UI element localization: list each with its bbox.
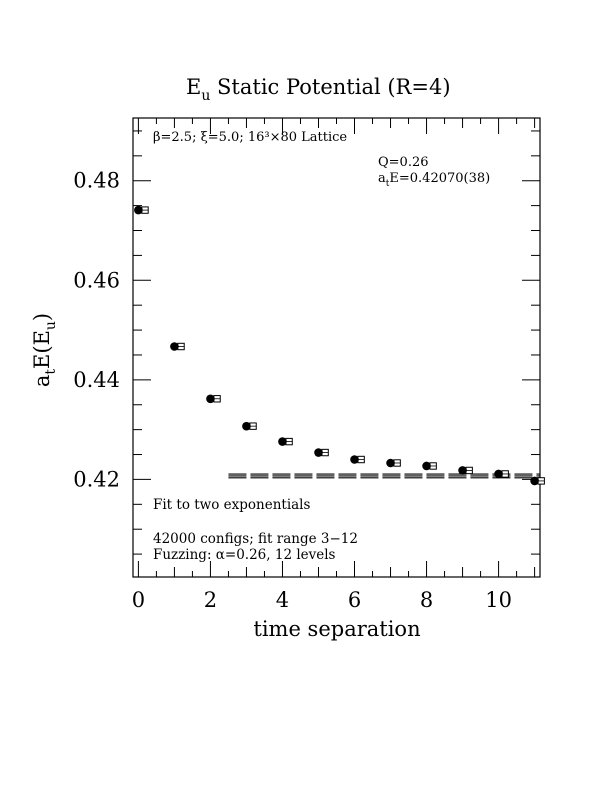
- x-tick-label: 0: [132, 588, 145, 612]
- y-tick-label: 0.46: [73, 268, 120, 292]
- title-rest: Static Potential (R=4): [210, 75, 450, 99]
- ylabel-close: ): [30, 313, 54, 321]
- configs-annotation: 42000 configs; fit range 3−12: [153, 531, 358, 547]
- x-tick-label: 10: [485, 588, 512, 612]
- ylabel-t: t: [43, 369, 59, 375]
- filled-circle-point: [170, 342, 179, 351]
- filled-circle-point: [386, 458, 395, 468]
- ylabel-E: E(E: [30, 330, 54, 369]
- ylabel-a: a: [30, 375, 54, 388]
- filled-circle-point: [242, 421, 251, 431]
- x-tick-label: 2: [204, 588, 217, 612]
- chart-title: Eu Static Potential (R=4): [186, 75, 451, 104]
- x-tick-label: 8: [420, 588, 433, 612]
- y-tick-label: 0.44: [73, 368, 120, 392]
- fit-description: Fit to two exponentials: [153, 497, 311, 513]
- filled-circle-point: [278, 437, 287, 446]
- title-sub: u: [201, 88, 210, 104]
- x-tick-label: 6: [348, 588, 361, 612]
- filled-circle-point: [206, 394, 215, 404]
- q-annotation: Q=0.26: [378, 155, 429, 170]
- fuzzing-annotation: Fuzzing: α=0.26, 12 levels: [153, 547, 336, 563]
- energy-rest: E=0.42070(38): [389, 171, 490, 186]
- filled-circle-point: [314, 448, 323, 457]
- y-tick-label: 0.42: [73, 467, 120, 491]
- y-axis-label: atE(Eu): [30, 313, 59, 387]
- filled-circle-point: [134, 205, 143, 215]
- filled-circle-point: [494, 469, 503, 479]
- energy-annotation: atE=0.42070(38): [378, 171, 490, 189]
- filled-circle-point: [350, 455, 359, 464]
- lattice-annotation: β=2.5; ξ=5.0; 16³×80 Lattice: [153, 130, 347, 145]
- filled-circle-point: [422, 461, 431, 471]
- energy-sub: t: [386, 179, 390, 189]
- energy-prefix: a: [378, 171, 386, 186]
- fit-band: [228, 473, 540, 479]
- data-points: [134, 205, 545, 486]
- filled-circle-point: [530, 476, 539, 486]
- ylabel-u: u: [43, 321, 59, 330]
- x-axis-label: time separation: [253, 617, 420, 641]
- y-tick-label: 0.48: [73, 169, 120, 193]
- title-main: E: [186, 75, 201, 99]
- axis-ticks: [133, 118, 540, 577]
- x-tick-label: 4: [276, 588, 289, 612]
- tick-labels: 0 2 4 6 8 10 0.42 0.44 0.46 0.48: [73, 169, 512, 612]
- filled-circle-point: [458, 466, 467, 475]
